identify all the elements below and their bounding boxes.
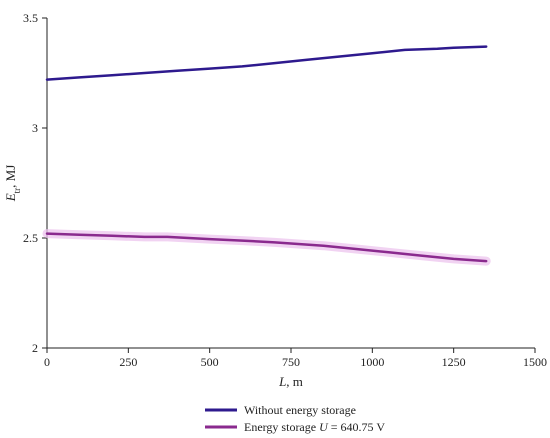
x-tick-label: 1000 bbox=[360, 355, 384, 369]
y-tick-label: 3 bbox=[32, 121, 38, 135]
x-tick-label: 1250 bbox=[442, 355, 466, 369]
legend-label-energy-storage: Energy storage U = 640.75 V bbox=[244, 420, 385, 434]
series-line-without-storage bbox=[45, 45, 488, 81]
x-tick-label: 1500 bbox=[523, 355, 547, 369]
legend-label-without-storage: Without energy storage bbox=[244, 403, 356, 417]
y-axis-label: Etr, MJ bbox=[3, 165, 22, 203]
x-ticks: 0 250 500 750 1000 1250 1500 bbox=[44, 348, 547, 369]
plot-area: 0 250 500 750 1000 1250 1500 2 2.5 3 3.5 bbox=[23, 11, 547, 369]
y-tick-label: 3.5 bbox=[23, 11, 38, 25]
series-line-energy-storage bbox=[45, 232, 488, 263]
y-tick-label: 2 bbox=[32, 341, 38, 355]
x-axis-label: L, m bbox=[278, 374, 303, 389]
y-tick-label: 2.5 bbox=[23, 231, 38, 245]
series-layer bbox=[42, 45, 491, 266]
x-tick-label: 250 bbox=[119, 355, 137, 369]
x-tick-label: 750 bbox=[282, 355, 300, 369]
x-tick-label: 0 bbox=[44, 355, 50, 369]
series-band-energy-storage bbox=[42, 229, 491, 266]
y-ticks: 2 2.5 3 3.5 bbox=[23, 11, 47, 355]
legend: Without energy storage Energy storage U … bbox=[205, 403, 385, 434]
x-tick-label: 500 bbox=[201, 355, 219, 369]
